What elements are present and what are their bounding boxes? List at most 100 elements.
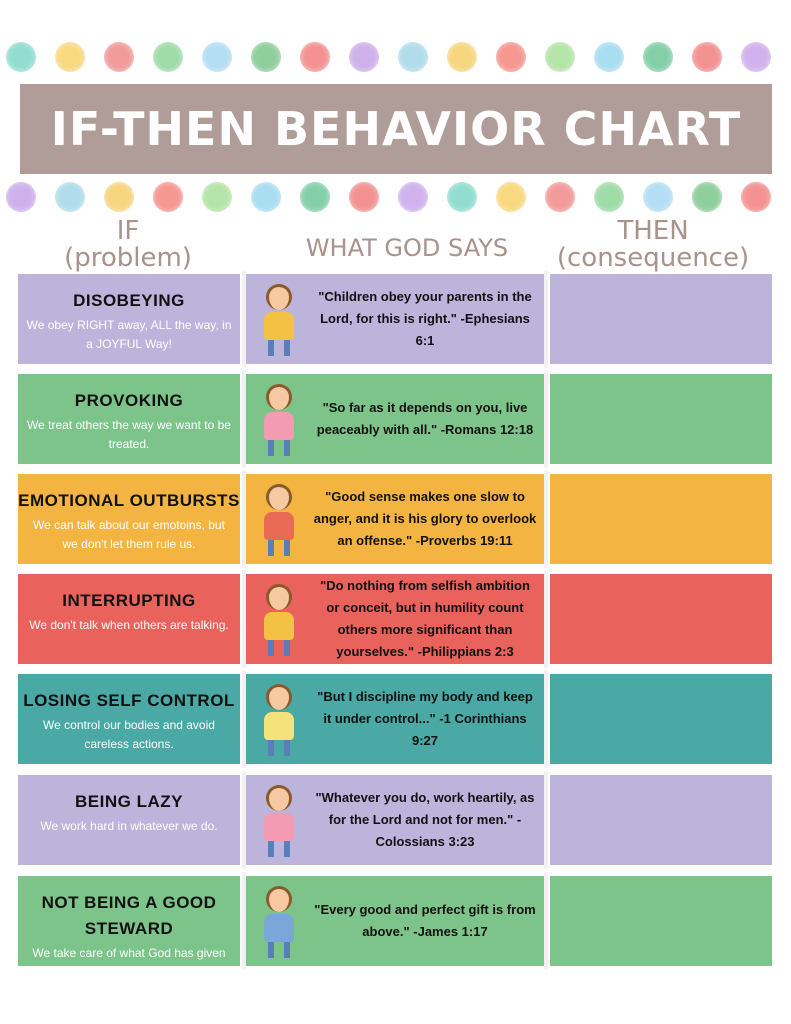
consequence-cell [550, 775, 772, 865]
child-shirt [264, 612, 294, 640]
then-header-label: THEN [617, 216, 689, 246]
problem-title: BEING LAZY [75, 792, 183, 811]
decorative-dot [104, 182, 134, 212]
decorative-dot [741, 42, 771, 72]
problem-cell: EMOTIONAL OUTBURSTS We can talk about ou… [18, 474, 240, 564]
top-dot-row [0, 40, 791, 76]
problem-cell: PROVOKING We treat others the way we wan… [18, 374, 240, 464]
child-illustration [254, 582, 302, 658]
child-illustration [254, 382, 302, 458]
illustration-cell [246, 474, 306, 564]
child-shirt [264, 512, 294, 540]
decorative-dot [300, 182, 330, 212]
decorative-dot [349, 42, 379, 72]
if-header-label: IF [116, 216, 140, 246]
problem-title: PROVOKING [74, 391, 184, 410]
decorative-dot [398, 42, 428, 72]
problem-title: INTERRUPTING [62, 591, 196, 610]
child-head [266, 584, 292, 610]
verse-cell: "But I discipline my body and keep it un… [306, 674, 544, 764]
decorative-dot [251, 182, 281, 212]
verse-cell: "Every good and perfect gift is from abo… [306, 876, 544, 966]
child-legs [268, 942, 290, 958]
column-divider [242, 771, 246, 869]
child-legs [268, 440, 290, 456]
child-head [266, 785, 292, 811]
behavior-row: BEING LAZY We work hard in whatever we d… [18, 771, 772, 869]
consequence-cell [550, 474, 772, 564]
bible-verse: "Children obey your parents in the Lord,… [318, 289, 532, 348]
behavior-row: INTERRUPTING We don't talk when others a… [18, 570, 772, 668]
column-divider [242, 470, 246, 568]
decorative-dot [55, 42, 85, 72]
problem-description: We can talk about our emotoins, but we d… [33, 518, 225, 551]
decorative-dot [692, 182, 722, 212]
bible-verse: "Do nothing from selfish ambition or con… [320, 578, 530, 659]
decorative-dot [55, 182, 85, 212]
problem-description: We work hard in whatever we do. [40, 819, 218, 833]
column-divider [544, 771, 548, 869]
bible-verse: "Every good and perfect gift is from abo… [314, 902, 536, 939]
child-illustration [254, 682, 302, 758]
problem-cell: LOSING SELF CONTROL We control our bodie… [18, 674, 240, 764]
verse-cell: "Children obey your parents in the Lord,… [306, 274, 544, 364]
illustration-cell [246, 876, 306, 966]
child-head [266, 284, 292, 310]
behavior-row: DISOBEYING We obey RIGHT away, ALL the w… [18, 270, 772, 368]
column-divider [242, 570, 246, 668]
child-legs [268, 841, 290, 857]
decorative-dot [741, 182, 771, 212]
decorative-dot [496, 182, 526, 212]
child-illustration [254, 884, 302, 960]
if-column-header: IF (problem) [38, 216, 218, 273]
decorative-dot [692, 42, 722, 72]
problem-cell: NOT BEING A GOOD STEWARD We take care of… [18, 876, 240, 979]
column-divider [242, 670, 246, 768]
decorative-dot [6, 42, 36, 72]
column-divider [544, 370, 548, 468]
illustration-cell [246, 775, 306, 865]
column-divider [544, 470, 548, 568]
title-banner: IF-THEN BEHAVIOR CHART [20, 84, 772, 174]
child-legs [268, 740, 290, 756]
decorative-dot [300, 42, 330, 72]
problem-description: We obey RIGHT away, ALL the way, in a JO… [26, 318, 232, 351]
decorative-dot [398, 182, 428, 212]
child-illustration [254, 482, 302, 558]
decorative-dot [496, 42, 526, 72]
illustration-cell [246, 574, 306, 664]
bible-verse: "But I discipline my body and keep it un… [317, 689, 533, 748]
child-illustration [254, 282, 302, 358]
problem-description: We don't talk when others are talking. [29, 618, 229, 632]
problem-title: EMOTIONAL OUTBURSTS [18, 491, 240, 510]
problem-title: DISOBEYING [73, 291, 185, 310]
illustration-cell [246, 674, 306, 764]
behavior-row: EMOTIONAL OUTBURSTS We can talk about ou… [18, 470, 772, 568]
illustration-cell [246, 274, 306, 364]
consequence-cell [550, 374, 772, 464]
child-shirt [264, 813, 294, 841]
consequence-cell [550, 274, 772, 364]
decorative-dot [643, 42, 673, 72]
child-legs [268, 540, 290, 556]
behavior-row: NOT BEING A GOOD STEWARD We take care of… [18, 872, 772, 979]
problem-description: We treat others the way we want to be tr… [27, 418, 231, 451]
problem-title: LOSING SELF CONTROL [23, 691, 235, 710]
consequence-cell [550, 574, 772, 664]
child-head [266, 684, 292, 710]
decorative-dot [447, 182, 477, 212]
problem-title: NOT BEING A GOOD STEWARD [41, 893, 217, 938]
decorative-dot [594, 182, 624, 212]
column-divider [242, 370, 246, 468]
problem-description: We take care of what God has given us. [32, 946, 226, 979]
verse-cell: "So far as it depends on you, live peace… [306, 374, 544, 464]
child-legs [268, 640, 290, 656]
god-says-column-header: WHAT GOD SAYS [305, 234, 509, 262]
bible-verse: "Good sense makes one slow to anger, and… [313, 489, 537, 548]
consequence-cell [550, 876, 772, 966]
decorative-dot [349, 182, 379, 212]
problem-cell: INTERRUPTING We don't talk when others a… [18, 574, 240, 664]
column-divider [544, 570, 548, 668]
verse-cell: "Whatever you do, work heartily, as for … [306, 775, 544, 865]
decorative-dot [202, 182, 232, 212]
